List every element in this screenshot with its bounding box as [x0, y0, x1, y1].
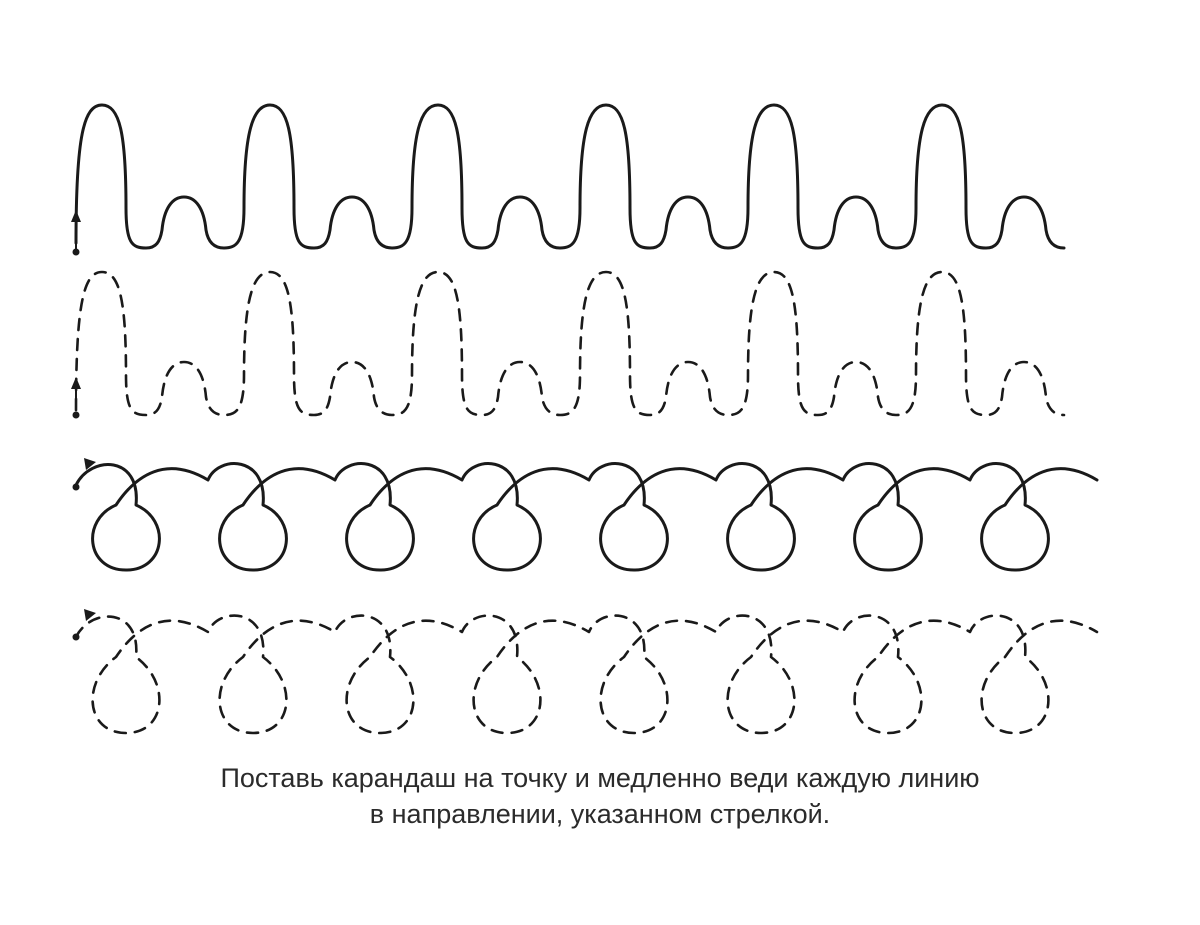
- row-arches-dashed: [71, 270, 1066, 419]
- direction-arrow-icon: [84, 609, 96, 621]
- row-loops-dashed: [72, 609, 1099, 735]
- arches-dashed-line: [74, 270, 1066, 417]
- loops-dashed-line: [74, 614, 1099, 735]
- start-dot-icon: [72, 633, 80, 641]
- arrow-head-icon: [71, 377, 81, 389]
- instruction-text: Поставь карандаш на точку и медленно вед…: [0, 760, 1200, 832]
- arrow-head-icon: [71, 210, 81, 222]
- row-arches-solid: [71, 103, 1066, 256]
- instruction-line-1: Поставь карандаш на точку и медленно вед…: [220, 763, 980, 793]
- direction-arrow-icon: [84, 458, 96, 470]
- start-dot-icon: [72, 248, 80, 256]
- instruction-line-2: в направлении, указанном стрелкой.: [369, 799, 831, 829]
- start-dot-icon: [72, 411, 80, 419]
- start-dot-icon: [72, 483, 80, 491]
- loops-solid-line: [74, 462, 1099, 572]
- tracing-patterns: [71, 103, 1099, 735]
- row-loops-solid: [72, 458, 1099, 572]
- arches-solid-line: [74, 103, 1066, 250]
